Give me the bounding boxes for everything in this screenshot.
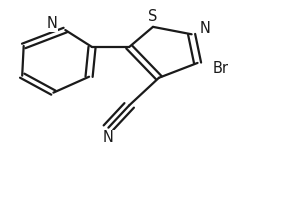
Text: N: N	[200, 22, 210, 37]
Text: S: S	[148, 9, 158, 24]
Text: Br: Br	[212, 61, 228, 76]
Text: N: N	[46, 16, 57, 31]
Text: N: N	[103, 130, 114, 145]
